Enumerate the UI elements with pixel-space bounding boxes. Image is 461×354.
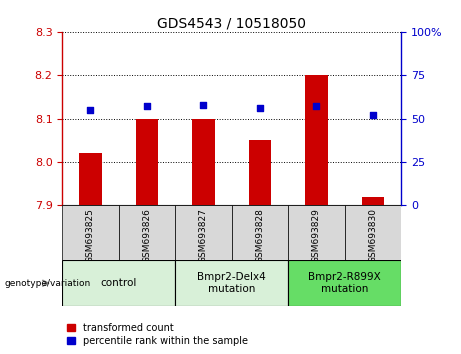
Bar [62,260,175,306]
Point [87,107,94,113]
Bar [344,205,401,260]
Point [143,104,151,109]
Text: genotype/variation: genotype/variation [5,279,91,288]
Text: Bmpr2-R899X
mutation: Bmpr2-R899X mutation [308,272,381,294]
Text: GSM693829: GSM693829 [312,208,321,263]
Bar [305,75,328,205]
Text: GSM693825: GSM693825 [86,208,95,263]
Bar [79,153,102,205]
Text: Bmpr2-Delx4
mutation: Bmpr2-Delx4 mutation [197,272,266,294]
Bar [192,119,215,205]
Bar [288,205,344,260]
Point [313,104,320,109]
Text: GSM693830: GSM693830 [368,208,378,263]
Bar [361,196,384,205]
Bar [248,140,271,205]
Text: control: control [100,278,137,288]
Bar [62,205,118,260]
Bar [175,260,288,306]
Text: GSM693826: GSM693826 [142,208,152,263]
Bar [118,205,175,260]
Text: GSM693827: GSM693827 [199,208,208,263]
Text: GSM693828: GSM693828 [255,208,265,263]
Bar [288,260,401,306]
Legend: transformed count, percentile rank within the sample: transformed count, percentile rank withi… [67,323,248,346]
Point [369,112,377,118]
Bar [136,119,158,205]
Bar [175,205,231,260]
Point [200,102,207,108]
Point [256,105,264,111]
Title: GDS4543 / 10518050: GDS4543 / 10518050 [157,17,306,31]
Bar [231,205,288,260]
